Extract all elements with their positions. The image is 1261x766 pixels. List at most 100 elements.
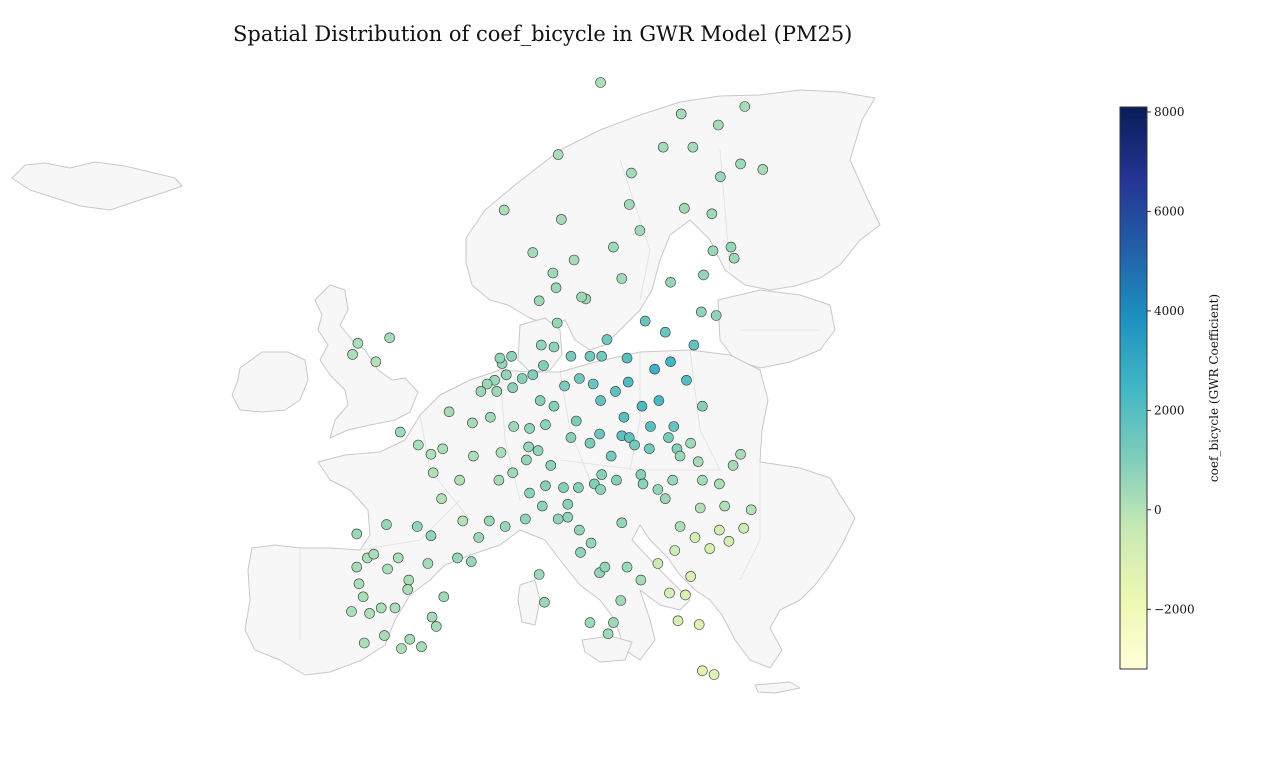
landmass-sicily (581, 635, 633, 663)
coefficient-point (715, 171, 726, 183)
coefficient-point (704, 543, 716, 554)
colorbar-tick-label: 8000 (1154, 105, 1185, 119)
coefficient-point (465, 556, 477, 567)
coefficient-point (626, 167, 637, 179)
coefficient-point (358, 637, 370, 649)
coefficient-point (495, 447, 507, 458)
coefficient-point (622, 376, 634, 388)
coefficient-point (426, 611, 438, 623)
coefficient-point (618, 411, 630, 423)
coefficient-point (615, 595, 627, 606)
coefficient-point (719, 500, 731, 512)
coefficient-point (665, 356, 676, 368)
coefficient-point (540, 419, 551, 431)
coefficient-point (536, 500, 548, 512)
colorbar-svg: 8000 6000 4000 2000 0 −2000 coef_bicycle (GWR… (1119, 105, 1221, 670)
coefficient-point (680, 589, 691, 601)
coefficient-point (565, 350, 577, 362)
coefficient-point (623, 199, 635, 210)
coefficient-point (687, 141, 699, 153)
coefficient-point (499, 521, 511, 532)
coefficient-point (403, 574, 415, 586)
coefficient-point (674, 521, 686, 532)
colorbar-ramp (1119, 106, 1148, 670)
coefficient-point (468, 450, 479, 462)
coefficient-point (527, 247, 539, 258)
coefficient-point (574, 524, 585, 536)
coefficient-point (523, 441, 534, 453)
coefficient-point (714, 478, 725, 490)
coefficient-point (595, 395, 606, 406)
coefficient-point (697, 400, 708, 412)
coefficient-point (574, 373, 585, 384)
coefficient-point (596, 469, 608, 480)
coefficient-point (706, 208, 718, 220)
coefficient-point (520, 513, 531, 525)
coefficient-point (507, 467, 519, 479)
coefficient-point (392, 552, 404, 564)
coefficient-point (623, 432, 635, 443)
coefficient-point (674, 450, 686, 462)
coefficient-point (594, 428, 605, 440)
coefficient-point (728, 252, 740, 264)
coefficient-point (485, 411, 496, 423)
coefficient-point (585, 537, 597, 549)
coefficient-point (644, 443, 655, 455)
coefficient-point (735, 158, 746, 170)
coefficient-point (723, 535, 735, 547)
coefficient-point (556, 214, 567, 225)
coefficient-point (532, 445, 544, 456)
coefficient-point (562, 511, 574, 523)
coefficient-point (516, 373, 528, 384)
coefficient-point (389, 602, 401, 614)
coefficient-point (452, 552, 463, 564)
coefficient-point (422, 558, 434, 569)
coefficient-point (351, 528, 363, 540)
coefficient-point (602, 628, 614, 640)
coefficient-point (637, 478, 649, 490)
coefficient-point (547, 267, 559, 279)
coefficient-point (669, 545, 681, 556)
coefficient-point (727, 460, 739, 471)
coefficient-point (621, 352, 633, 364)
landmass-crete (754, 681, 801, 694)
coefficient-point (652, 484, 664, 495)
coefficient-point (411, 521, 423, 532)
coefficient-point (689, 532, 701, 543)
coefficient-point (659, 493, 671, 505)
coefficient-point (745, 504, 757, 516)
coefficient-point (396, 643, 407, 654)
landmass-sardinia (517, 579, 541, 626)
coefficient-point (605, 450, 617, 462)
coefficient-point (596, 350, 608, 362)
coefficient-point (427, 467, 439, 479)
coefficient-point (500, 369, 512, 381)
coefficient-point (601, 334, 613, 345)
coefficient-point (534, 395, 546, 406)
coefficient-point (714, 524, 725, 536)
land-layer (11, 89, 881, 694)
coefficient-point (568, 254, 580, 266)
coefficient-point (616, 273, 628, 284)
coefficient-point (584, 350, 596, 362)
landmass-continent (244, 349, 856, 676)
coefficient-point (584, 437, 596, 449)
coefficient-point (491, 386, 503, 397)
coefficient-point (527, 369, 539, 381)
coefficient-point (725, 241, 737, 253)
coefficient-point (608, 241, 619, 253)
coefficient-point (599, 561, 611, 573)
coefficient-point (708, 669, 720, 680)
coefficient-point (493, 474, 505, 486)
coefficient-point (494, 352, 506, 364)
coefficient-point (695, 306, 707, 318)
coefficient-point (652, 558, 664, 569)
coefficient-point (506, 350, 517, 362)
coefficient-point (551, 317, 563, 329)
coefficient-point (430, 621, 442, 632)
coefficient-point (507, 382, 519, 394)
landmass-baltics (717, 289, 836, 369)
coefficient-point (508, 421, 520, 432)
coefficient-point (694, 502, 706, 514)
landmass-great-britain (314, 284, 419, 439)
